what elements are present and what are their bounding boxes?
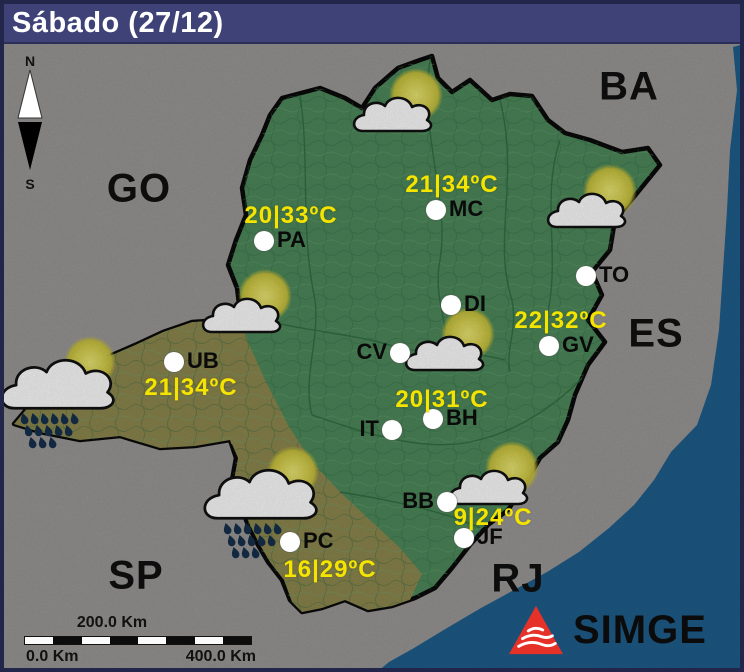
page-title: Sábado (27/12) [12,6,224,39]
texture-overlay [4,4,740,668]
title-bar: Sábado (27/12) [4,4,740,44]
minas-gerais-weather-map [4,4,740,668]
